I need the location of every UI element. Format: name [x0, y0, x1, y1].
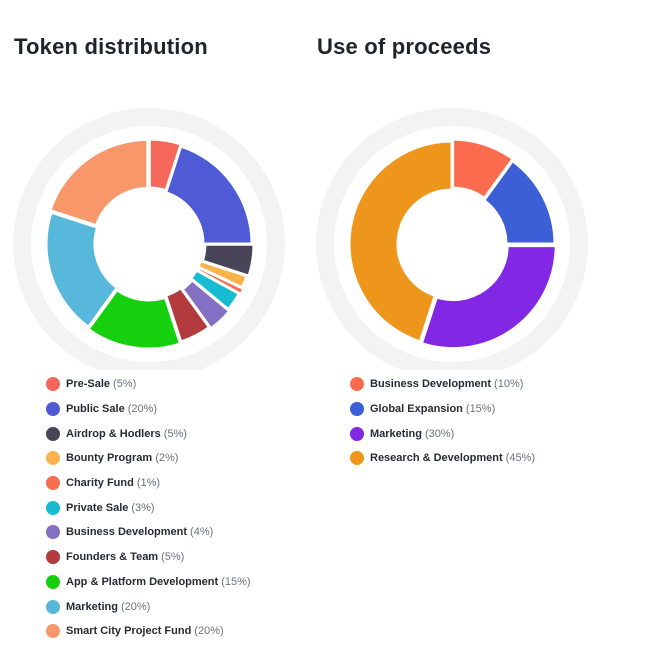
- legend-swatch: [350, 451, 364, 466]
- legend-item-smart-city-project-fund: Smart City Project Fund (20%): [46, 619, 251, 644]
- legend-item-business-development: Business Development (10%): [350, 372, 535, 397]
- legend-percent: (10%): [494, 378, 524, 391]
- legend-item-charity-fund: Charity Fund (1%): [46, 471, 251, 496]
- legend-label: Business Development: [66, 526, 188, 539]
- legend-swatch: [46, 500, 60, 515]
- legend-percent: (5%): [161, 551, 185, 564]
- legend-swatch: [46, 426, 60, 441]
- legend-label: Marketing: [66, 600, 118, 613]
- slice-private-sale[interactable]: [189, 268, 241, 312]
- legend-label: Pre-Sale: [66, 378, 111, 391]
- slice-bounty-program[interactable]: [196, 259, 249, 290]
- slice-global-expansion[interactable]: [482, 159, 557, 246]
- legend-item-research-and-development: Research & Development (45%): [350, 446, 535, 471]
- slice-marketing[interactable]: [419, 244, 558, 351]
- legend-label: Marketing: [370, 427, 422, 440]
- legend-percent: (5%): [163, 427, 187, 440]
- legend-percent: (4%): [190, 526, 214, 539]
- legend-percent: (30%): [424, 427, 455, 440]
- slice-business-development[interactable]: [451, 137, 515, 200]
- legend-item-global-expansion: Global Expansion (15%): [350, 397, 535, 422]
- legend-percent: (45%): [505, 452, 536, 465]
- slice-research-and-development[interactable]: [347, 139, 454, 344]
- legend-swatch: [46, 550, 60, 565]
- slice-app-and-platform-development[interactable]: [86, 288, 183, 351]
- legend-item-private-sale: Private Sale (3%): [46, 495, 251, 520]
- legend-item-app-and-platform-development: App & Platform Development (15%): [46, 570, 251, 595]
- legend-percent: (5%): [113, 378, 137, 391]
- legend-item-marketing: Marketing (30%): [350, 421, 535, 446]
- legend-swatch: [46, 451, 60, 466]
- legend-swatch: [46, 402, 60, 417]
- legend-percent: (20%): [127, 403, 158, 416]
- use-of-proceeds-legend: Business Development (10%) Global Expansio…: [350, 372, 535, 471]
- legend-label: Research & Development: [370, 452, 503, 465]
- token-distribution-donut: [13, 108, 285, 370]
- legend-label: Private Sale: [66, 501, 129, 514]
- legend-percent: (15%): [465, 403, 496, 416]
- donut-shadow-ring: [13, 108, 285, 370]
- legend-label: Bounty Program: [66, 452, 153, 465]
- legend-swatch: [46, 574, 60, 589]
- legend-item-marketing: Marketing (20%): [46, 594, 251, 619]
- legend-label: Business Development: [370, 378, 492, 391]
- legend-label: Global Expansion: [370, 403, 463, 416]
- legend-label: App & Platform Development: [66, 575, 219, 588]
- legend-item-public-sale: Public Sale (20%): [46, 397, 251, 422]
- legend-item-founders-and-team: Founders & Team (5%): [46, 545, 251, 570]
- legend-percent: (1%): [136, 477, 161, 490]
- legend-item-airdrop-and-hodlers: Airdrop & Hodlers (5%): [46, 421, 251, 446]
- legend-swatch: [350, 426, 364, 441]
- legend-swatch: [46, 599, 60, 614]
- token-distribution-title: Token distribution: [14, 34, 208, 59]
- legend-swatch: [46, 476, 60, 491]
- legend-label: Charity Fund: [66, 477, 134, 490]
- legend-swatch: [350, 402, 364, 417]
- legend-swatch: [350, 377, 364, 392]
- legend-item-bounty-program: Bounty Program (2%): [46, 446, 251, 471]
- legend-percent: (20%): [194, 625, 224, 638]
- use-of-proceeds-donut: [316, 108, 588, 370]
- donut-shadow-ring: [316, 108, 588, 370]
- legend-percent: (15%): [221, 575, 251, 588]
- token-distribution-legend: Pre-Sale (5%) Public Sale (20%) Airdrop & Ho…: [46, 372, 251, 644]
- slice-smart-city-project-fund[interactable]: [48, 137, 150, 228]
- legend-swatch: [46, 525, 60, 540]
- use-of-proceeds-title: Use of proceeds: [317, 34, 492, 59]
- legend-label: Airdrop & Hodlers: [66, 427, 161, 440]
- legend-item-pre-sale: Pre-Sale (5%): [46, 372, 251, 397]
- legend-swatch: [46, 377, 60, 392]
- legend-item-business-development: Business Development (4%): [46, 520, 251, 545]
- legend-percent: (2%): [155, 452, 179, 465]
- legend-label: Public Sale: [66, 403, 125, 416]
- legend-percent: (3%): [131, 501, 155, 514]
- legend-label: Smart City Project Fund: [66, 625, 192, 638]
- legend-percent: (20%): [120, 600, 151, 613]
- legend-label: Founders & Team: [66, 551, 159, 564]
- legend-swatch: [46, 624, 60, 639]
